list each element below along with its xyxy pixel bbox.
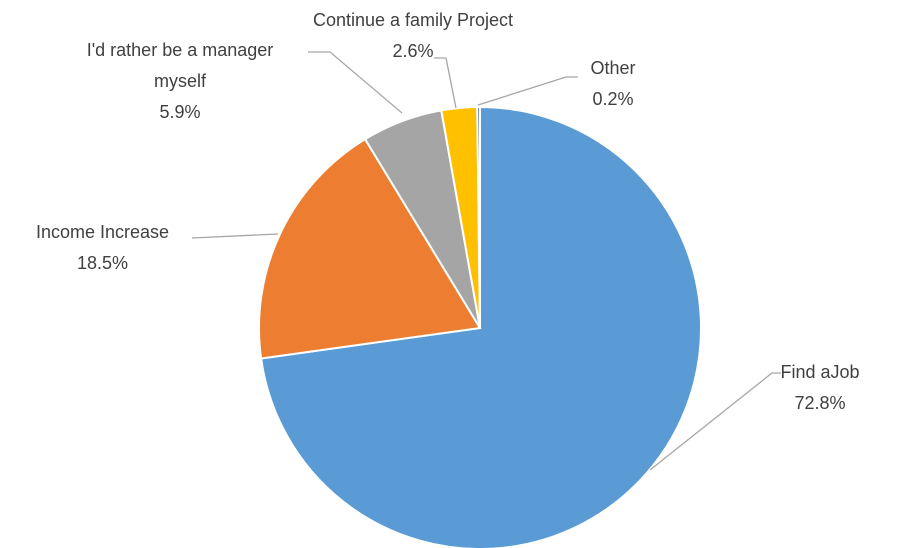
value-label: 18.5% (76, 253, 129, 273)
value-label: 5.9% (159, 102, 201, 122)
value-label: 0.2% (592, 89, 634, 109)
value-label: 2.6% (392, 41, 434, 61)
pie-slice (258, 137, 482, 360)
leader-line (649, 372, 781, 471)
leader-line (308, 51, 403, 114)
pie-slice (476, 105, 481, 329)
data-label: Other 0.2% (573, 53, 653, 115)
data-label: I'd rather be a manager myself 5.9% (70, 35, 290, 128)
pie-slice (259, 105, 702, 548)
category-label: Continue a family Project (312, 10, 514, 30)
leader-line (434, 57, 457, 109)
category-label: I'd rather be a manager myself (86, 40, 274, 91)
data-label: Find aJob 72.8% (765, 357, 875, 419)
category-label: Income Increase (35, 222, 170, 242)
data-label: Continue a family Project 2.6% (258, 5, 568, 67)
value-label: 72.8% (794, 393, 846, 413)
leader-line (191, 233, 279, 239)
leader-line (477, 76, 578, 106)
data-label: Income Increase 18.5% (5, 217, 200, 279)
category-label: Find aJob (780, 362, 860, 382)
category-label: Other (590, 58, 636, 78)
